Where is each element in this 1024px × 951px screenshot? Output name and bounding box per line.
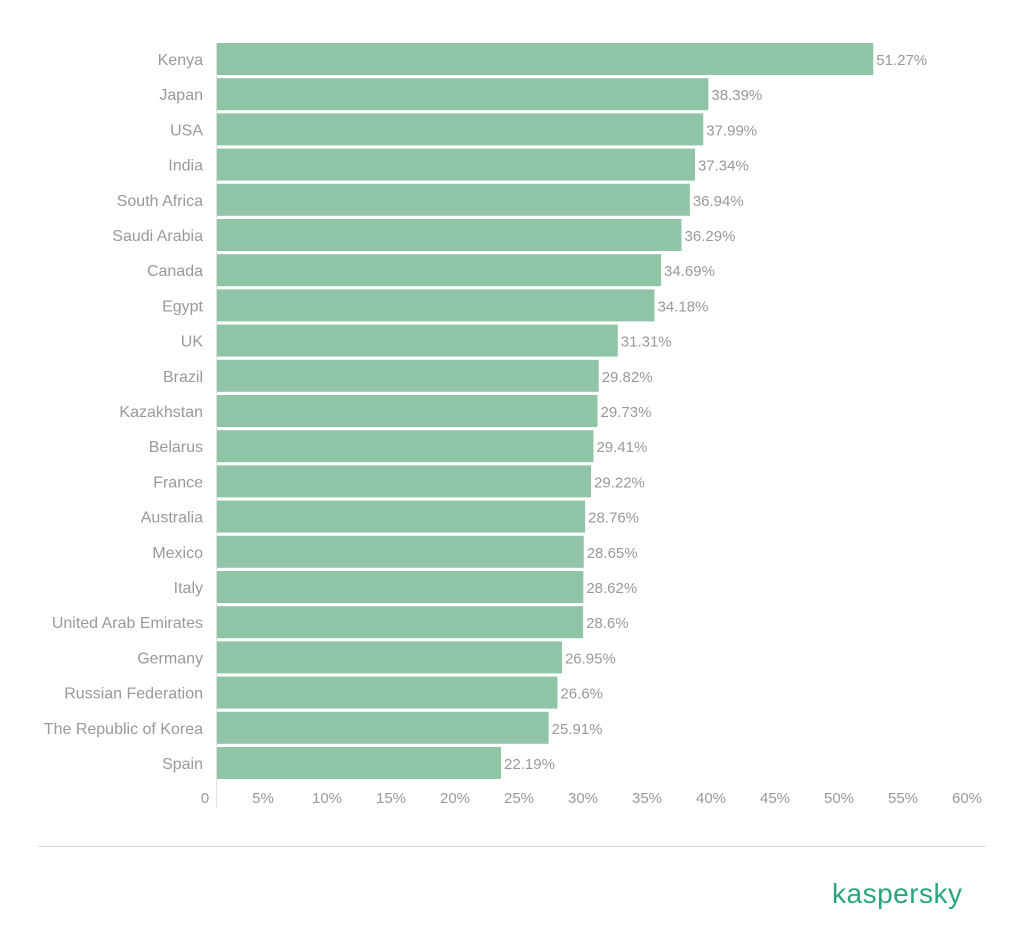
value-label: 29.82%: [602, 369, 653, 386]
x-tick-label: 20%: [440, 790, 470, 807]
category-label: Australia: [141, 510, 203, 527]
value-label: 26.6%: [560, 686, 603, 703]
bar-australia: [217, 500, 586, 533]
value-labels-layer: 51.27% 38.39% 37.99% 37.34% 36.94% 36.29% 34.6…: [504, 52, 927, 773]
x-tick-label: 0: [201, 790, 209, 807]
bar-usa: [217, 113, 704, 146]
value-label: 28.65%: [587, 545, 638, 562]
x-tick-label: 15%: [376, 790, 406, 807]
category-label: UK: [181, 334, 204, 351]
bar-russian-federation: [217, 676, 558, 709]
bar-south-africa: [217, 183, 690, 216]
bar-united-arab-emirates: [217, 606, 584, 639]
x-tick-label: 50%: [824, 790, 854, 807]
category-label: Belarus: [149, 439, 203, 456]
category-label: Kazakhstan: [119, 404, 203, 421]
bar-mexico: [217, 535, 584, 568]
bar-france: [217, 465, 592, 498]
category-label: Egypt: [162, 298, 203, 315]
value-label: 29.41%: [596, 439, 647, 456]
x-tick-label: 25%: [504, 790, 534, 807]
value-label: 36.29%: [685, 228, 736, 245]
bar-india: [217, 148, 695, 181]
category-label: Kenya: [158, 52, 203, 69]
value-label: 34.18%: [658, 298, 709, 315]
bar-uk: [217, 324, 618, 357]
bar-brazil: [217, 359, 599, 392]
category-label: United Arab Emirates: [52, 615, 203, 632]
x-tick-label: 10%: [312, 790, 342, 807]
x-tick-label: 40%: [696, 790, 726, 807]
value-label: 34.69%: [664, 263, 715, 280]
category-label: Russian Federation: [64, 686, 203, 703]
kaspersky-logo: kaspersky: [832, 878, 963, 909]
bar-the-republic-of-korea: [217, 711, 549, 744]
x-tick-label: 60%: [952, 790, 982, 807]
bar-kazakhstan: [217, 395, 598, 427]
bars-layer: [217, 43, 874, 779]
category-label: Japan: [159, 87, 203, 104]
value-label: 22.19%: [504, 756, 555, 773]
category-labels-layer: Kenya Japan USA India South Africa Saudi Arab…: [44, 52, 204, 773]
x-tick-label: 30%: [568, 790, 598, 807]
bar-saudi-arabia: [217, 219, 682, 251]
value-label: 29.22%: [594, 474, 645, 491]
bar-egypt: [217, 289, 655, 322]
bar-canada: [217, 254, 662, 287]
category-label: Brazil: [163, 369, 203, 386]
value-label: 31.31%: [621, 334, 672, 351]
x-tick-label: 35%: [632, 790, 662, 807]
category-label: Canada: [147, 263, 203, 280]
category-label: India: [168, 158, 203, 175]
category-label: Italy: [174, 580, 203, 597]
value-label: 36.94%: [693, 193, 744, 210]
x-tick-labels-layer: 0 5% 10% 15% 20% 25% 30% 35% 40% 45% 50% 55% 60%: [201, 790, 982, 807]
value-label: 28.6%: [586, 615, 629, 632]
x-tick-label: 45%: [760, 790, 790, 807]
value-label: 38.39%: [711, 87, 762, 104]
value-label: 28.76%: [588, 510, 639, 527]
value-label: 37.34%: [698, 158, 749, 175]
x-tick-label: 5%: [252, 790, 274, 807]
category-label: The Republic of Korea: [44, 721, 203, 738]
category-label: South Africa: [117, 193, 203, 210]
bar-spain: [217, 747, 502, 779]
category-label: Saudi Arabia: [112, 228, 203, 245]
category-label: France: [153, 474, 203, 491]
value-label: 25.91%: [552, 721, 603, 738]
category-label: Spain: [162, 756, 203, 773]
bar-belarus: [217, 430, 594, 463]
bar-japan: [217, 78, 709, 111]
x-tick-label: 55%: [888, 790, 918, 807]
value-label: 51.27%: [876, 52, 927, 69]
value-label: 26.95%: [565, 650, 616, 667]
bar-kenya: [217, 43, 874, 75]
category-label: Mexico: [152, 545, 203, 562]
value-label: 37.99%: [706, 122, 757, 139]
value-label: 29.73%: [601, 404, 652, 421]
category-label: Germany: [137, 650, 203, 667]
bar-germany: [217, 641, 562, 674]
category-label: USA: [170, 122, 203, 139]
bar-italy: [217, 571, 584, 603]
value-label: 28.62%: [586, 580, 637, 597]
footer-divider: [38, 846, 986, 847]
bar-chart: Kenya Japan USA India South Africa Saudi Arab…: [44, 43, 982, 808]
